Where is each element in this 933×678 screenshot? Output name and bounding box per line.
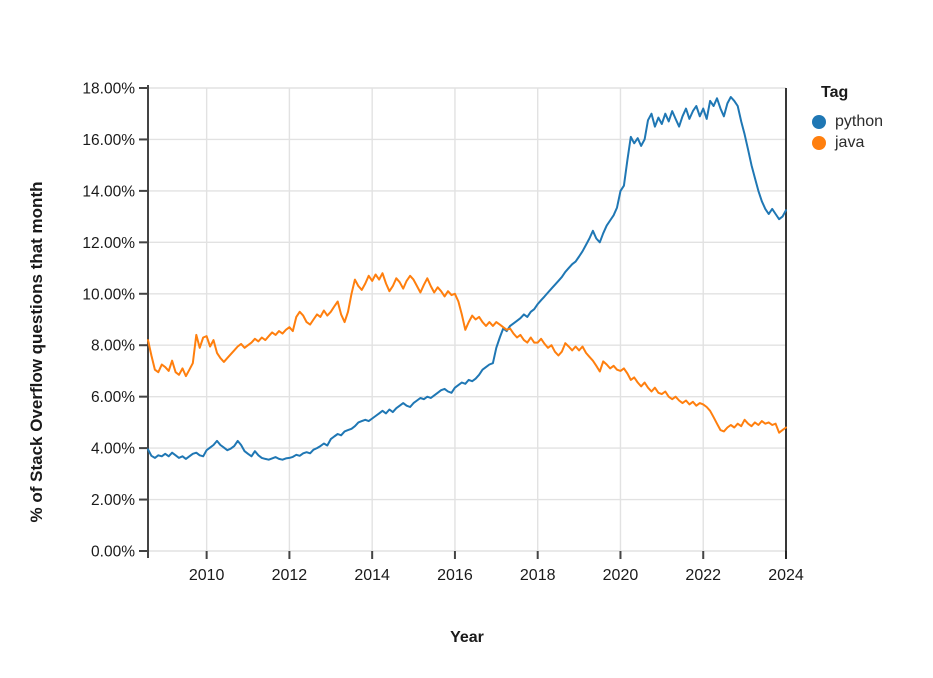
python-series-dot-icon bbox=[812, 114, 826, 129]
legend-item-java[interactable]: java bbox=[812, 132, 883, 153]
python-line[interactable] bbox=[147, 96, 787, 461]
x-tick-label: 2010 bbox=[189, 567, 225, 584]
legend: Tag python java bbox=[812, 84, 883, 153]
y-tick-label: 0.00% bbox=[91, 544, 135, 561]
x-tick-label: 2022 bbox=[685, 567, 721, 584]
legend-label-java: java bbox=[835, 134, 865, 151]
legend-label-python: python bbox=[835, 113, 884, 130]
y-tick-label: 18.00% bbox=[82, 81, 135, 98]
y-tick-label: 4.00% bbox=[91, 441, 135, 458]
y-tick-label: 14.00% bbox=[82, 183, 135, 200]
y-tick-label: 12.00% bbox=[82, 235, 135, 252]
java-line[interactable] bbox=[147, 272, 787, 434]
x-axis-title: Year bbox=[450, 629, 484, 646]
x-tick-label: 2020 bbox=[603, 567, 639, 584]
x-tick-label: 2024 bbox=[768, 567, 804, 584]
y-axis-title: % of Stack Overflow questions that month bbox=[27, 181, 46, 523]
java-series-dot-icon bbox=[812, 135, 826, 150]
x-tick-label: 2014 bbox=[354, 567, 390, 584]
x-tick-label: 2012 bbox=[272, 567, 308, 584]
x-tick-label: 2018 bbox=[520, 567, 556, 584]
x-tick-label: 2016 bbox=[437, 567, 473, 584]
y-tick-label: 2.00% bbox=[91, 492, 135, 509]
y-tick-label: 6.00% bbox=[91, 389, 135, 406]
y-tick-label: 16.00% bbox=[82, 132, 135, 149]
y-tick-label: 8.00% bbox=[91, 338, 135, 355]
legend-item-python[interactable]: python bbox=[812, 111, 883, 132]
y-tick-label: 10.00% bbox=[82, 286, 135, 303]
legend-title: Tag bbox=[821, 84, 849, 101]
